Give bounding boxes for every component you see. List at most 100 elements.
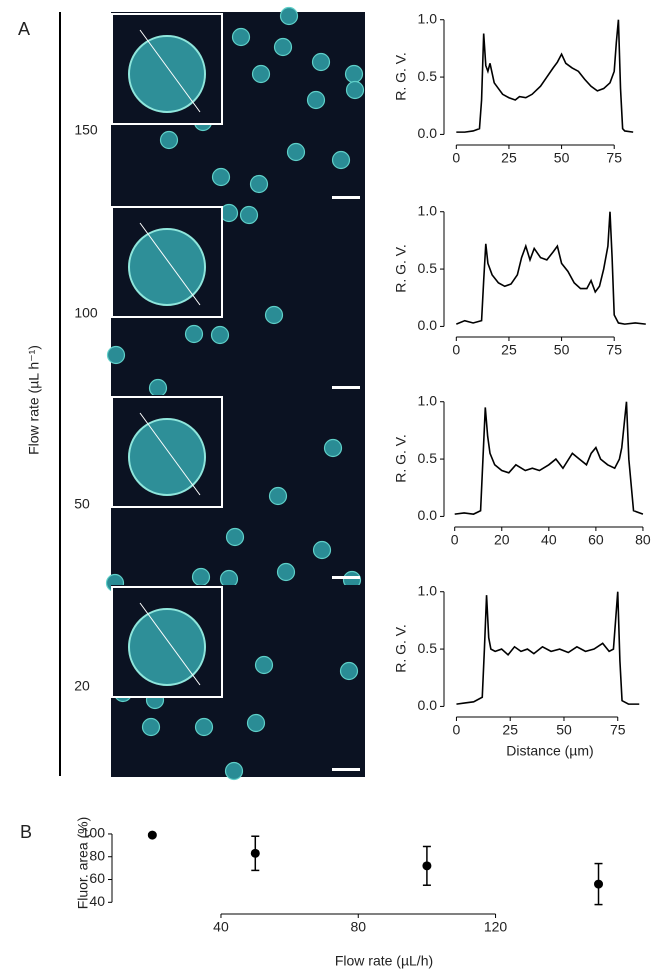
x-tick-label: 0 bbox=[451, 532, 459, 548]
y-axis-label: R. G. V. bbox=[393, 624, 409, 673]
droplet bbox=[339, 661, 359, 681]
droplet bbox=[191, 567, 211, 587]
profile bbox=[456, 19, 634, 133]
point bbox=[147, 830, 157, 840]
droplet bbox=[148, 378, 168, 398]
inset-droplet bbox=[128, 35, 206, 113]
droplet bbox=[194, 717, 214, 737]
x-tick-label: 50 bbox=[556, 722, 572, 738]
y-tick-label: 0.0 bbox=[418, 507, 438, 523]
panel-label: B bbox=[20, 822, 32, 842]
y-tick-label: 60 bbox=[89, 870, 105, 886]
droplet bbox=[219, 203, 239, 223]
droplet bbox=[311, 52, 331, 72]
x-tick-label: 75 bbox=[606, 150, 622, 166]
droplet bbox=[159, 130, 179, 150]
droplet bbox=[184, 324, 204, 344]
profile-line bbox=[139, 29, 201, 113]
y-axis-label: Fluor. area (%) bbox=[75, 817, 91, 910]
y-tick-label: 1.0 bbox=[418, 10, 438, 26]
droplet bbox=[210, 325, 230, 345]
droplet bbox=[106, 345, 126, 365]
inset-droplet bbox=[128, 228, 206, 306]
droplet bbox=[246, 713, 266, 733]
point bbox=[250, 848, 260, 858]
profile-line bbox=[139, 602, 201, 686]
row-label: 150 bbox=[74, 122, 98, 138]
y-axis-label: R. G. V. bbox=[393, 434, 409, 483]
y-tick-label: 0.0 bbox=[418, 125, 438, 141]
x-tick-label: 80 bbox=[350, 919, 366, 935]
micrographs bbox=[105, 6, 365, 781]
y-tick-label: 1.0 bbox=[418, 582, 438, 598]
profile bbox=[454, 401, 644, 515]
y-tick-label: 0.0 bbox=[418, 697, 438, 713]
y-tick-label: 0.5 bbox=[418, 260, 438, 276]
x-tick-label: 120 bbox=[484, 919, 508, 935]
x-tick-label: 40 bbox=[541, 532, 557, 548]
scale-bar bbox=[332, 576, 360, 579]
droplet bbox=[279, 6, 299, 26]
x-tick-label: 60 bbox=[588, 532, 604, 548]
point bbox=[594, 879, 604, 889]
x-tick-label: 25 bbox=[501, 342, 517, 358]
droplet bbox=[312, 540, 332, 560]
droplet bbox=[224, 761, 244, 781]
x-tick-label: 20 bbox=[494, 532, 510, 548]
profile-line bbox=[139, 222, 201, 306]
inset-droplet bbox=[128, 608, 206, 686]
y-axis-label: R. G. V. bbox=[393, 244, 409, 293]
inset-droplet bbox=[128, 418, 206, 496]
x-tick-label: 80 bbox=[635, 532, 651, 548]
droplet bbox=[331, 150, 351, 170]
y-tick-label: 0.5 bbox=[418, 68, 438, 84]
y-axis-label: R. G. V. bbox=[393, 52, 409, 101]
droplet bbox=[225, 527, 245, 547]
y-tick-label: 0.5 bbox=[418, 450, 438, 466]
y-tick-label: 100 bbox=[82, 825, 106, 841]
panel-label: A bbox=[18, 19, 30, 39]
droplet bbox=[323, 438, 343, 458]
row-axis-label: Flow rate (µL h⁻¹) bbox=[26, 345, 42, 455]
x-tick-label: 50 bbox=[554, 342, 570, 358]
droplet bbox=[286, 142, 306, 162]
profile bbox=[456, 211, 646, 325]
row-label: 100 bbox=[74, 305, 98, 321]
y-tick-label: 0.5 bbox=[418, 640, 438, 656]
droplet bbox=[276, 562, 296, 582]
y-tick-label: 40 bbox=[89, 893, 105, 909]
scale-bar bbox=[332, 386, 360, 389]
y-tick-label: 0.0 bbox=[418, 317, 438, 333]
droplet bbox=[219, 569, 239, 589]
droplet bbox=[211, 167, 231, 187]
droplet bbox=[345, 80, 365, 100]
x-tick-label: 25 bbox=[501, 150, 517, 166]
x-axis-label: Distance (µm) bbox=[506, 743, 593, 759]
x-tick-label: 0 bbox=[453, 722, 461, 738]
x-tick-label: 40 bbox=[213, 919, 229, 935]
x-axis-label: Flow rate (µL/h) bbox=[335, 953, 433, 969]
droplet bbox=[231, 27, 251, 47]
droplet bbox=[254, 655, 274, 675]
point bbox=[422, 861, 432, 871]
x-tick-label: 0 bbox=[452, 342, 460, 358]
profile bbox=[456, 591, 640, 705]
droplet bbox=[251, 64, 271, 84]
scale-bar bbox=[332, 196, 360, 199]
row-label: 50 bbox=[74, 496, 90, 512]
y-tick-label: 1.0 bbox=[418, 392, 438, 408]
scale-bar bbox=[332, 768, 360, 771]
droplet bbox=[264, 305, 284, 325]
droplet bbox=[249, 174, 269, 194]
x-tick-label: 25 bbox=[502, 722, 518, 738]
x-tick-label: 0 bbox=[452, 150, 460, 166]
row-label: 20 bbox=[74, 678, 90, 694]
y-tick-label: 80 bbox=[89, 847, 105, 863]
droplet bbox=[273, 37, 293, 57]
y-tick-label: 1.0 bbox=[418, 202, 438, 218]
x-tick-label: 50 bbox=[554, 150, 570, 166]
droplet bbox=[268, 486, 288, 506]
x-tick-label: 75 bbox=[606, 342, 622, 358]
droplet bbox=[141, 717, 161, 737]
